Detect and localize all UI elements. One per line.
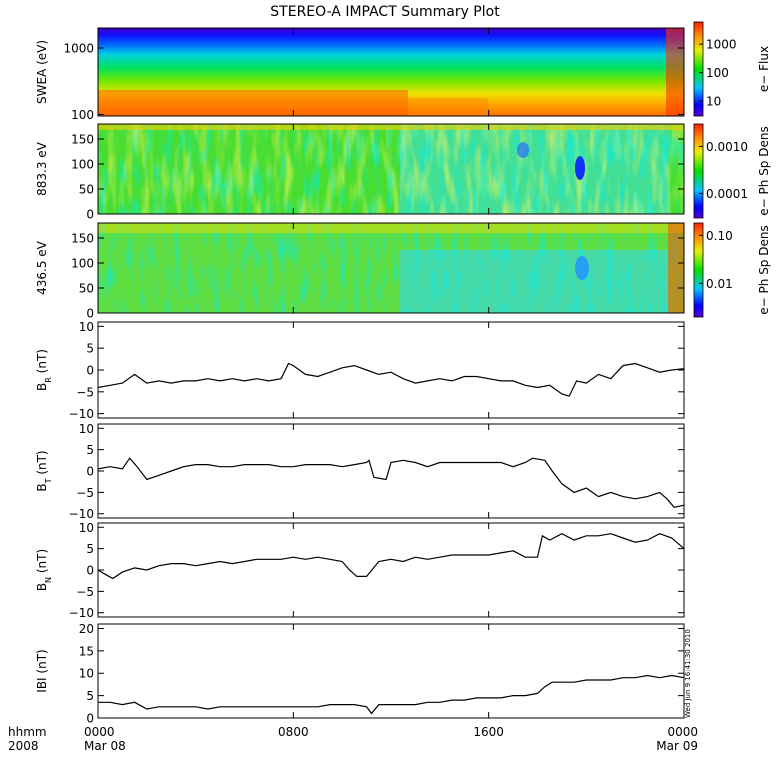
colorbar-tick-label: 0.10 [706, 229, 733, 243]
pad-883-blue-spot-2 [517, 142, 529, 158]
pad-436-blue-spot [575, 256, 589, 280]
x-tick-date-label: Mar 09 [656, 739, 698, 753]
series-line [98, 674, 685, 715]
colorbar-tick-label: 0.0001 [706, 187, 748, 201]
y-tick-label: 100 [71, 257, 94, 271]
y-tick-label: 0 [86, 307, 94, 321]
colorbar-tick-label: 1000 [706, 38, 737, 52]
pad-883-frame [97, 123, 685, 215]
colorbar-tick-label: 10 [706, 95, 721, 109]
panel-frame [97, 623, 685, 719]
y-axis-label: SWEA (eV) [35, 40, 49, 104]
y-tick-label: −10 [69, 507, 94, 521]
pad-883-texture-b [98, 124, 684, 214]
y-axis-label: IBI (nT) [35, 649, 49, 692]
x-tick-label: 0000 [84, 725, 115, 739]
y-tick-label: 0 [86, 364, 94, 378]
x-axis-format-label: hhmm [8, 725, 47, 739]
y-tick-label: 50 [79, 183, 94, 197]
x-tick-label: 0000 [667, 725, 698, 739]
panel-frame [97, 423, 685, 519]
y-tick-label: 10 [79, 422, 94, 436]
y-tick-label: 0 [86, 208, 94, 222]
y-tick-label: −10 [69, 407, 94, 421]
y-tick-label: 100 [71, 108, 94, 122]
y-tick-label: 10 [79, 667, 94, 681]
pad-436-panel [97, 222, 685, 314]
y-tick-label: 20 [79, 622, 94, 636]
y-tick-label: −5 [76, 585, 94, 599]
y-tick-label: 5 [86, 342, 94, 356]
x-axis-year-label: 2008 [8, 739, 39, 753]
y-tick-label: 1000 [63, 42, 94, 56]
swea-end-burst [666, 28, 684, 116]
y-tick-label: 0 [86, 564, 94, 578]
lines-layer [97, 362, 685, 715]
y-tick-label: 5 [86, 689, 94, 703]
panel-frame [97, 522, 685, 618]
y-tick-label: 5 [86, 443, 94, 457]
pad-436-end-burst [668, 223, 684, 313]
series-line [97, 362, 685, 397]
x-tick-label: 1600 [473, 725, 504, 739]
swea-hot-zone-2 [408, 98, 488, 116]
y-axis-label: BT (nT) [35, 450, 53, 491]
pad-883-blue-spot-1 [575, 156, 585, 180]
colorbar-tick-label: 0.01 [706, 277, 733, 291]
y-axis-label: BN (nT) [35, 549, 53, 591]
y-tick-label: −5 [76, 486, 94, 500]
y-tick-label: 150 [71, 232, 94, 246]
colorbar-tick-label: 100 [706, 66, 729, 80]
figure-title: STEREO-A IMPACT Summary Plot [270, 4, 500, 20]
y-tick-label: 150 [71, 133, 94, 147]
y-tick-label: 10 [79, 320, 94, 334]
colorbar-2 [693, 123, 704, 219]
panel-frame [97, 321, 685, 419]
y-tick-label: 50 [79, 282, 94, 296]
y-axis-label: 883.3 eV [35, 141, 49, 196]
y-tick-label: 5 [86, 542, 94, 556]
y-tick-label: 15 [79, 644, 94, 658]
colorbar-1 [693, 21, 704, 117]
series-line [97, 533, 685, 580]
swea-spectrogram-panel [97, 27, 685, 117]
pad-883-yellow-top [98, 124, 684, 130]
swea-hot-zone-1 [98, 90, 408, 116]
y-tick-label: 100 [71, 158, 94, 172]
y-tick-label: −10 [69, 606, 94, 620]
pad-436-texture [98, 223, 684, 313]
y-tick-label: 0 [86, 712, 94, 726]
y-tick-label: 0 [86, 465, 94, 479]
pad-436-frame [97, 222, 685, 314]
timestamp-stamp: Wed Jun 9 16:41:30 2010 [684, 629, 692, 718]
x-tick-label: 0800 [278, 725, 309, 739]
colorbar-label: e− Ph Sp Dens [757, 126, 771, 215]
colorbar-tick-label: 0.0010 [706, 140, 748, 154]
y-axis-label: 436.5 eV [35, 240, 49, 295]
colorbar-3 [693, 222, 704, 318]
series-line [97, 457, 685, 508]
y-tick-label: −5 [76, 385, 94, 399]
y-tick-label: 10 [79, 521, 94, 535]
pad-436-yellow-top [98, 223, 684, 233]
x-tick-date-label: Mar 08 [84, 739, 126, 753]
colorbar-label: e− Ph Sp Dens [757, 225, 771, 314]
swea-frame [97, 27, 685, 117]
colorbar-label: e− Flux [757, 46, 771, 92]
pad-883-panel [97, 123, 685, 215]
y-axis-label: BR (nT) [35, 349, 53, 391]
